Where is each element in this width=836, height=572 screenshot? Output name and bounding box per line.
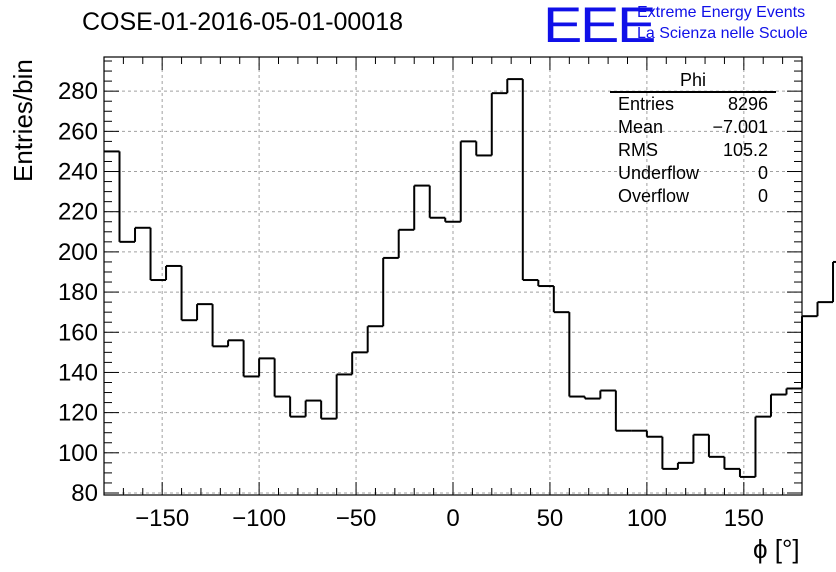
stats-row-underflow: Underflow 0 [610, 162, 776, 185]
plot-title: COSE-01-2016-05-01-00018 [82, 8, 404, 36]
tick-labels: −150 −100 −50 0 50 100 150 80 100 120 140 160 180 200… [58, 78, 764, 532]
axis-ticks [103, 57, 803, 495]
y-tick-label: 120 [58, 400, 98, 427]
y-tick-label: 140 [58, 359, 98, 386]
x-tick-label: 0 [446, 505, 459, 532]
stats-label: RMS [618, 140, 658, 160]
x-tick-label: 150 [724, 505, 764, 532]
stats-value: 8296 [727, 94, 768, 114]
x-axis-label: ϕ [°] [753, 534, 800, 564]
y-tick-label: 200 [58, 239, 98, 266]
stats-box: Phi Entries 8296 Mean −7.001 RMS 105.2 Unde… [610, 70, 776, 208]
stats-label: Overflow [618, 186, 690, 206]
stats-value: 0 [757, 186, 768, 206]
stats-row-entries: Entries 8296 [610, 93, 776, 116]
stats-value: 105.2 [722, 140, 768, 160]
stats-title: Phi [610, 70, 776, 93]
x-tick-label: −150 [135, 505, 189, 532]
y-tick-label: 180 [58, 279, 98, 306]
y-tick-label: 100 [58, 440, 98, 467]
x-tick-label: 100 [627, 505, 667, 532]
logo-subtitle-1: Extreme Energy Events [637, 4, 806, 21]
x-tick-label: 50 [537, 505, 564, 532]
y-axis-label: Entries/bin [8, 59, 38, 182]
stats-value: 0 [757, 163, 768, 183]
stats-row-overflow: Overflow 0 [610, 185, 776, 208]
x-tick-label: −50 [336, 505, 377, 532]
y-tick-label: 80 [71, 480, 98, 507]
stats-label: Underflow [618, 163, 700, 183]
y-tick-label: 220 [58, 199, 98, 226]
logo-subtitle-2: La Scienza nelle Scuole [637, 25, 808, 42]
y-tick-label: 160 [58, 319, 98, 346]
y-tick-label: 240 [58, 159, 98, 186]
y-tick-label: 260 [58, 118, 98, 145]
stats-label: Entries [618, 94, 675, 114]
stats-row-mean: Mean −7.001 [610, 116, 776, 139]
stats-label: Mean [618, 117, 664, 137]
x-tick-label: −100 [232, 505, 286, 532]
eee-logo: EEE [543, 0, 656, 53]
stats-row-rms: RMS 105.2 [610, 139, 776, 162]
y-tick-label: 280 [58, 78, 98, 105]
stats-value: −7.001 [712, 117, 768, 137]
